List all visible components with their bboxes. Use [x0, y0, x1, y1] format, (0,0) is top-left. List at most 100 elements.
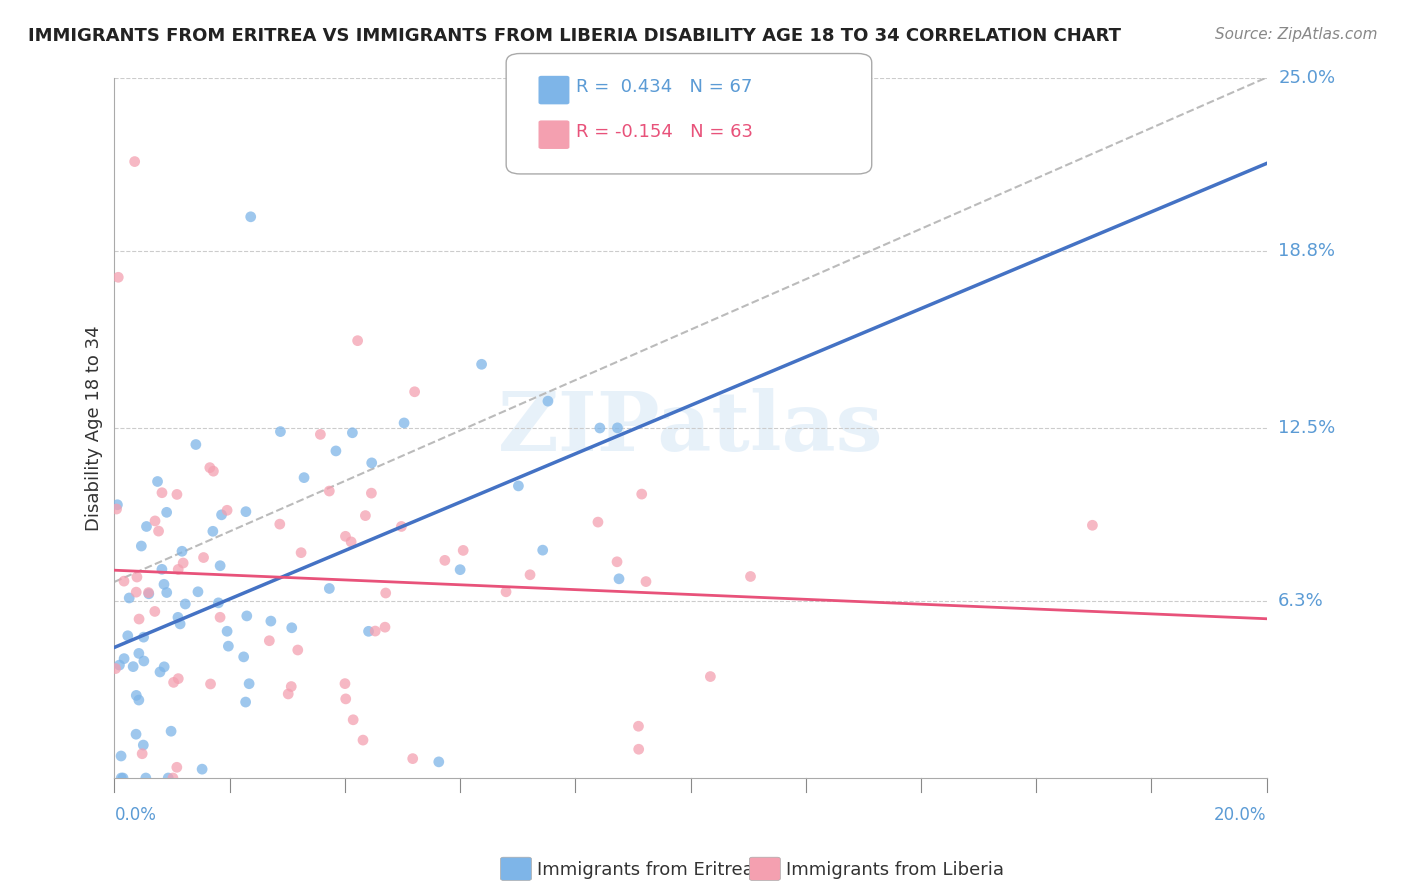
Point	[217, 503, 239, 517]
Text: 25.0%: 25.0%	[1278, 69, 1336, 87]
Point	[169, 616, 191, 631]
Point	[318, 483, 340, 498]
Point	[202, 464, 225, 478]
Point	[531, 543, 554, 558]
Text: 20.0%: 20.0%	[1215, 806, 1267, 824]
Text: IMMIGRANTS FROM ERITREA VS IMMIGRANTS FROM LIBERIA DISABILITY AGE 18 TO 34 CORRE: IMMIGRANTS FROM ERITREA VS IMMIGRANTS FR…	[28, 27, 1121, 45]
Point	[352, 733, 374, 747]
Point	[335, 529, 357, 543]
Point	[138, 585, 160, 599]
Point	[292, 470, 315, 484]
Point	[167, 562, 190, 576]
Point	[589, 421, 612, 435]
Point	[259, 633, 281, 648]
Point	[198, 460, 221, 475]
Point	[110, 749, 132, 764]
Point	[217, 624, 239, 639]
Point	[508, 479, 530, 493]
Point	[131, 747, 153, 761]
Point	[122, 659, 145, 673]
Point	[112, 771, 135, 785]
Point	[146, 475, 169, 489]
Text: R = -0.154   N = 63: R = -0.154 N = 63	[576, 123, 754, 141]
Point	[627, 719, 650, 733]
Point	[160, 724, 183, 739]
Point	[495, 584, 517, 599]
Point	[360, 486, 382, 500]
Point	[153, 660, 176, 674]
Point	[135, 771, 157, 785]
Point	[167, 610, 190, 624]
Point	[125, 585, 148, 599]
Point	[148, 524, 170, 538]
Point	[451, 543, 474, 558]
Point	[537, 394, 560, 409]
Point	[309, 427, 332, 442]
Point	[104, 662, 127, 676]
Point	[606, 555, 628, 569]
Point	[211, 508, 233, 522]
Point	[166, 487, 188, 501]
Text: Source: ZipAtlas.com: Source: ZipAtlas.com	[1215, 27, 1378, 42]
Point	[374, 620, 396, 634]
Point	[346, 334, 368, 348]
Point	[740, 569, 762, 583]
Point	[143, 604, 166, 618]
Point	[335, 692, 357, 706]
Point	[606, 421, 628, 435]
Point	[1081, 518, 1104, 533]
Point	[117, 629, 139, 643]
Point	[193, 550, 215, 565]
Point	[699, 669, 721, 683]
Point	[357, 624, 380, 639]
Point	[132, 738, 155, 752]
Point	[239, 210, 262, 224]
Point	[162, 675, 184, 690]
Point	[209, 610, 232, 624]
Point	[128, 647, 150, 661]
Point	[153, 577, 176, 591]
Point	[143, 514, 166, 528]
Point	[110, 771, 132, 785]
Point	[471, 357, 494, 371]
Point	[433, 553, 456, 567]
Y-axis label: Disability Age 18 to 34: Disability Age 18 to 34	[86, 325, 103, 531]
Point	[340, 534, 363, 549]
Text: 6.3%: 6.3%	[1278, 592, 1324, 610]
Point	[112, 651, 135, 665]
Point	[209, 558, 232, 573]
Point	[607, 572, 630, 586]
Point	[280, 621, 302, 635]
Point	[235, 505, 257, 519]
Point	[235, 695, 257, 709]
Point	[630, 487, 652, 501]
Point	[187, 584, 209, 599]
Point	[342, 713, 364, 727]
Point	[191, 762, 214, 776]
Point	[280, 680, 302, 694]
Text: Immigrants from Eritrea: Immigrants from Eritrea	[537, 861, 754, 879]
Point	[125, 570, 148, 584]
Point	[174, 597, 197, 611]
Point	[364, 624, 387, 638]
Point	[374, 586, 396, 600]
Point	[124, 154, 146, 169]
Point	[232, 649, 254, 664]
Text: ZIPatlas: ZIPatlas	[498, 388, 883, 467]
Point	[392, 416, 415, 430]
Point	[170, 544, 193, 558]
Point	[333, 676, 356, 690]
Point	[184, 437, 207, 451]
Point	[156, 585, 179, 599]
Point	[389, 519, 412, 533]
Point	[318, 582, 340, 596]
Point	[128, 612, 150, 626]
Text: 0.0%: 0.0%	[114, 806, 156, 824]
Point	[162, 771, 184, 785]
Point	[236, 608, 259, 623]
Point	[207, 596, 229, 610]
Point	[157, 771, 180, 785]
Point	[150, 485, 173, 500]
Point	[105, 502, 128, 516]
Point	[149, 665, 172, 679]
